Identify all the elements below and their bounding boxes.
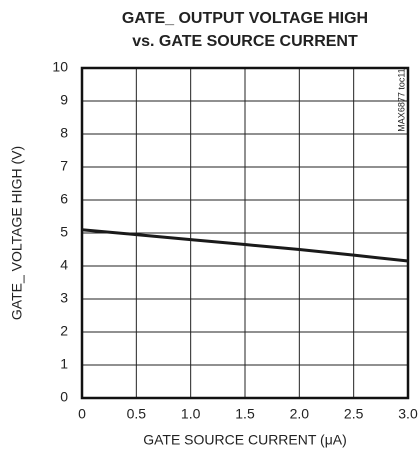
y-tick-label: 0 [60,389,68,405]
x-axis-label: GATE SOURCE CURRENT (μA) [143,432,347,448]
x-tick-label: 0 [78,406,86,422]
x-tick-label: 2.0 [290,406,310,422]
y-tick-label: 1 [60,356,68,372]
y-tick-label: 9 [60,92,68,108]
x-tick-label: 0.5 [127,406,147,422]
y-tick-label: 3 [60,290,68,306]
y-tick-label: 7 [60,158,68,174]
plot-frame [80,66,410,400]
y-tick-label: 10 [52,59,68,75]
y-tick-label: 4 [60,257,68,273]
x-tick-label: 1.0 [181,406,201,422]
data-line [81,228,409,263]
x-tick-label: 1.5 [235,406,255,422]
x-tick-label: 2.5 [344,406,364,422]
chart-title: vs. GATE SOURCE CURRENT [132,33,358,50]
y-tick-label: 5 [60,224,68,240]
annotation: MAX6877 toc11 [396,68,406,131]
y-axis-label: GATE_ VOLTAGE HIGH (V) [9,146,25,320]
y-tick-label: 6 [60,191,68,207]
x-tick-label: 3.0 [398,406,418,422]
chart-title: GATE_ OUTPUT VOLTAGE HIGH [122,10,368,27]
y-tick-label: 2 [60,323,68,339]
y-tick-label: 8 [60,125,68,141]
